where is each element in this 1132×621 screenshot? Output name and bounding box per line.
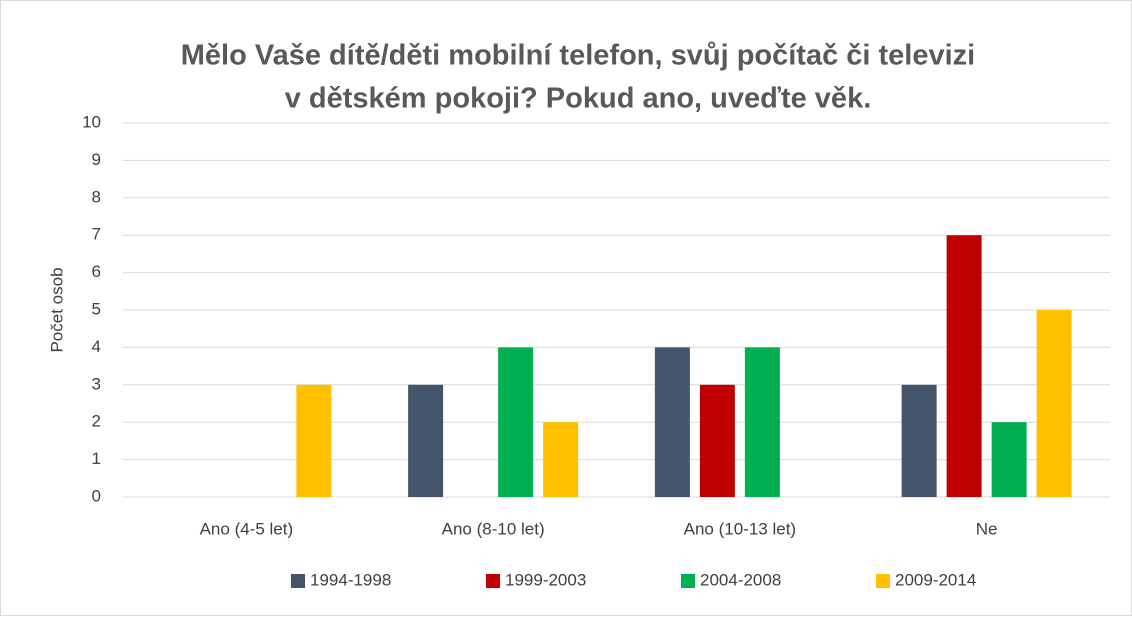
x-tick-label: Ano (8-10 let) bbox=[442, 519, 545, 538]
bar bbox=[408, 384, 444, 497]
legend-label: 1999-2003 bbox=[505, 570, 586, 589]
y-tick-label: 1 bbox=[92, 449, 101, 468]
y-tick-label: 4 bbox=[92, 337, 101, 356]
y-axis-label: Počet osob bbox=[47, 267, 66, 352]
x-tick-label: Ano (10-13 let) bbox=[684, 519, 796, 538]
y-tick-label: 9 bbox=[92, 150, 101, 169]
bar bbox=[543, 422, 579, 497]
y-tick-label: 0 bbox=[92, 486, 101, 505]
y-tick-label: 3 bbox=[92, 374, 101, 393]
bar bbox=[901, 384, 937, 497]
bar bbox=[1036, 310, 1072, 497]
bar bbox=[744, 347, 780, 497]
legend-label: 1994-1998 bbox=[310, 570, 391, 589]
bar bbox=[991, 422, 1027, 497]
legend-swatch bbox=[681, 574, 695, 588]
y-tick-label: 8 bbox=[92, 187, 101, 206]
y-tick-label: 2 bbox=[92, 412, 101, 431]
legend-swatch bbox=[876, 574, 890, 588]
legend-swatch bbox=[486, 574, 500, 588]
chart-title: v dětském pokoji? Pokud ano, uveďte věk. bbox=[285, 83, 872, 115]
y-tick-label: 6 bbox=[92, 262, 101, 281]
bar bbox=[946, 235, 982, 497]
bar bbox=[296, 384, 332, 497]
bar bbox=[498, 347, 534, 497]
legend-label: 2004-2008 bbox=[700, 570, 781, 589]
x-tick-label: Ne bbox=[976, 519, 998, 538]
y-tick-label: 5 bbox=[92, 299, 101, 318]
x-tick-label: Ano (4-5 let) bbox=[200, 519, 294, 538]
legend-swatch bbox=[291, 574, 305, 588]
chart-title: Mělo Vaše dítě/děti mobilní telefon, svů… bbox=[181, 40, 975, 72]
legend-label: 2009-2014 bbox=[895, 570, 976, 589]
bar bbox=[699, 384, 735, 497]
y-tick-label: 10 bbox=[82, 112, 101, 131]
y-tick-label: 7 bbox=[92, 225, 101, 244]
bar bbox=[654, 347, 690, 497]
